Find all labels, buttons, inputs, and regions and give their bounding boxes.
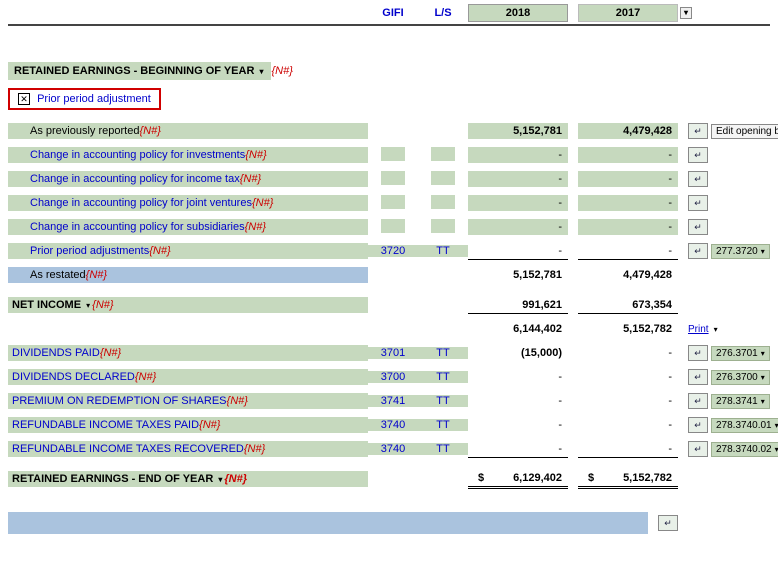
row-dividends-paid: DIVIDENDS PAID{N#} 3701 TT (15,000) - ↵ … [8, 342, 770, 364]
row-prior-period-adjustments: Prior period adjustments{N#} 3720 TT - -… [8, 240, 770, 262]
return-icon[interactable]: ↵ [688, 393, 708, 409]
code-chip-prior-adj[interactable]: 277.3720▾ [711, 244, 770, 259]
dropdown-icon[interactable]: ▾ [84, 301, 92, 310]
print-link[interactable]: Print [688, 324, 709, 335]
value-as-prev-prior[interactable]: 4,479,428 [578, 123, 678, 139]
link-change-investments[interactable]: Change in accounting policy for investme… [30, 149, 245, 161]
value-end-prior: $5,152,782 [578, 470, 678, 489]
year-dropdown-icon[interactable]: ▾ [680, 7, 692, 19]
edit-opening-balance-button[interactable]: Edit opening balance [711, 124, 778, 139]
link-refundable-taxes-recovered[interactable]: REFUNDABLE INCOME TAXES RECOVERED [12, 443, 244, 455]
return-icon[interactable]: ↵ [688, 219, 708, 235]
section-title-retained-earnings-beg: RETAINED EARNINGS - BEGINNING OF YEAR ▾ [8, 62, 271, 80]
code-chip-div-declared[interactable]: 276.3700▾ [711, 370, 770, 385]
row-dividends-declared: DIVIDENDS DECLARED{N#} 3700 TT - - ↵ 276… [8, 366, 770, 388]
ls-placeholder[interactable] [431, 147, 455, 161]
code-chip-premium[interactable]: 278.3741▾ [711, 394, 770, 409]
gifi-placeholder[interactable] [381, 147, 405, 161]
return-icon[interactable]: ↵ [688, 195, 708, 211]
footer-bar: ↵ [8, 512, 770, 534]
column-header-row: GIFI L/S 2018 2017 ▾ [8, 4, 770, 26]
footer-fill[interactable] [8, 512, 648, 534]
row-refundable-taxes-paid: REFUNDABLE INCOME TAXES PAID{N#} 3740 TT… [8, 414, 770, 436]
row-as-previously-reported: As previously reported{N#} 5,152,781 4,4… [8, 120, 770, 142]
return-icon[interactable]: ↵ [688, 123, 708, 139]
ls-prior-adj[interactable]: TT [418, 245, 468, 257]
link-change-subsidiaries[interactable]: Change in accounting policy for subsidia… [30, 221, 245, 233]
link-dividends-declared[interactable]: DIVIDENDS DECLARED [12, 371, 135, 383]
row-change-income-tax: Change in accounting policy for income t… [8, 168, 770, 190]
link-change-joint-ventures[interactable]: Change in accounting policy for joint ve… [30, 197, 252, 209]
value-change-invest-prior[interactable]: - [578, 147, 678, 163]
row-change-investments: Change in accounting policy for investme… [8, 144, 770, 166]
return-icon[interactable]: ↵ [688, 417, 708, 433]
link-refundable-taxes-paid[interactable]: REFUNDABLE INCOME TAXES PAID [12, 419, 199, 431]
row-change-joint-ventures: Change in accounting policy for joint ve… [8, 192, 770, 214]
code-chip-tax-recovered[interactable]: 278.3740.02▾ [711, 442, 778, 457]
link-premium-redemption[interactable]: PREMIUM ON REDEMPTION OF SHARES [12, 395, 227, 407]
col-ls-header: L/S [418, 7, 468, 19]
row-net-income: NET INCOME ▾{N#} 991,621 673,354 [8, 294, 770, 316]
link-dividends-paid[interactable]: DIVIDENDS PAID [12, 347, 100, 359]
link-change-income-tax[interactable]: Change in accounting policy for income t… [30, 173, 240, 185]
nhash-tag: {N#} [271, 65, 292, 77]
value-change-invest-curr[interactable]: - [468, 147, 568, 163]
row-subtotal: 6,144,402 5,152,782 Print▾ [8, 318, 770, 340]
return-icon[interactable]: ↵ [688, 243, 708, 259]
dropdown-icon[interactable]: ▾ [257, 67, 265, 76]
link-prior-period-adjustments[interactable]: Prior period adjustments [30, 245, 149, 257]
return-icon[interactable]: ↵ [688, 171, 708, 187]
code-chip-tax-paid[interactable]: 278.3740.01▾ [711, 418, 778, 433]
return-icon[interactable]: ↵ [688, 345, 708, 361]
col-year-current[interactable]: 2018 [468, 4, 568, 22]
row-as-restated: As restated{N#} 5,152,781 4,479,428 [8, 264, 770, 286]
row-refundable-taxes-recovered: REFUNDABLE INCOME TAXES RECOVERED{N#} 37… [8, 438, 770, 460]
value-as-prev-curr[interactable]: 5,152,781 [468, 123, 568, 139]
label-as-previously-reported: As previously reported{N#} [8, 123, 368, 139]
row-retained-earnings-end: RETAINED EARNINGS - END OF YEAR ▾{N#} $6… [8, 468, 770, 490]
gifi-prior-adj[interactable]: 3720 [368, 245, 418, 257]
col-year-prior[interactable]: 2017 ▾ [578, 4, 678, 22]
row-premium-redemption: PREMIUM ON REDEMPTION OF SHARES{N#} 3741… [8, 390, 770, 412]
code-chip-div-paid[interactable]: 276.3701▾ [711, 346, 770, 361]
return-icon[interactable]: ↵ [688, 147, 708, 163]
col-gifi-header: GIFI [368, 7, 418, 19]
return-icon[interactable]: ↵ [658, 515, 678, 531]
prior-period-adjustment-callout: ✕ Prior period adjustment [8, 88, 161, 110]
value-end-curr: $6,129,402 [468, 470, 568, 489]
prior-period-checkbox-label[interactable]: Prior period adjustment [37, 93, 151, 105]
row-change-subsidiaries: Change in accounting policy for subsidia… [8, 216, 770, 238]
return-icon[interactable]: ↵ [688, 441, 708, 457]
return-icon[interactable]: ↵ [688, 369, 708, 385]
prior-period-checkbox[interactable]: ✕ [18, 93, 30, 105]
